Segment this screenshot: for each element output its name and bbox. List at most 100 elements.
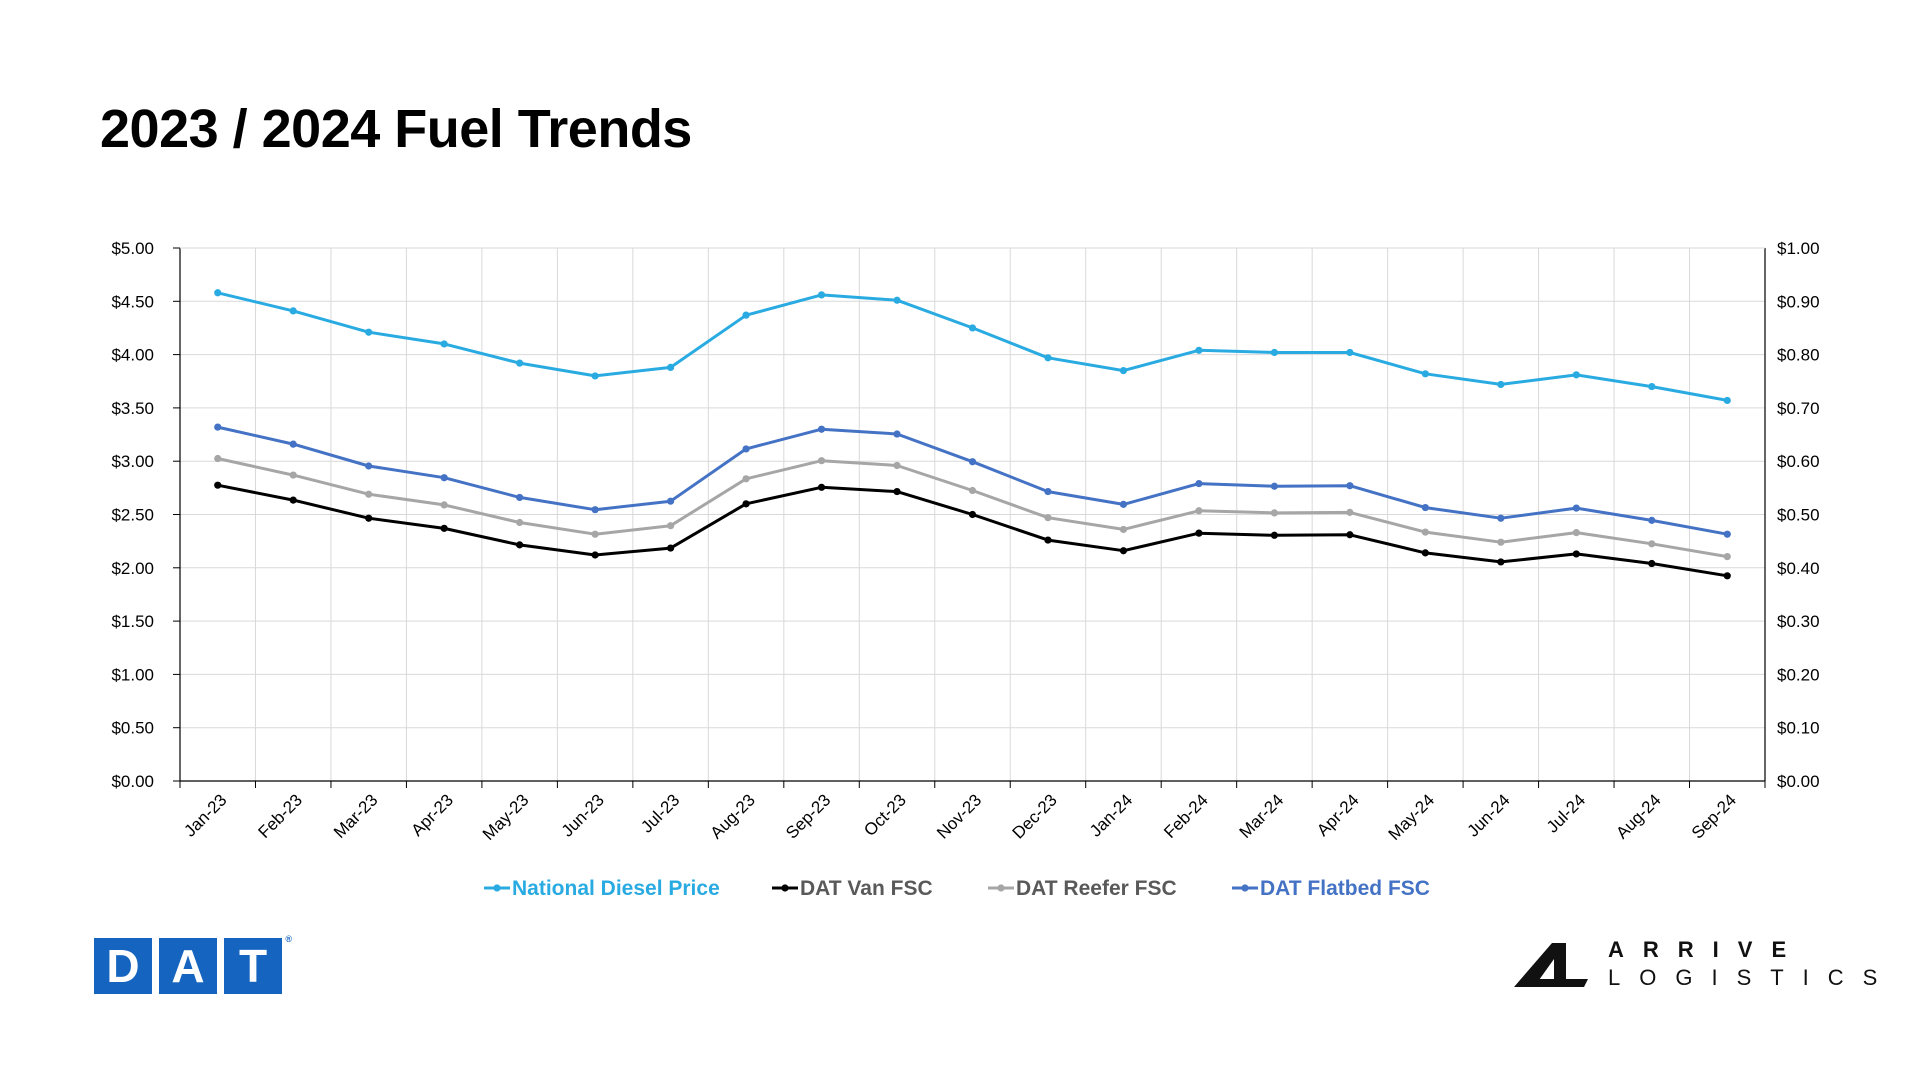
data-point <box>1270 348 1279 357</box>
dat-logo-letter-a: A <box>159 938 217 994</box>
y-right-tick-label: $1.00 <box>1777 239 1820 258</box>
data-point <box>742 311 750 319</box>
x-tick-label: Dec-23 <box>1009 790 1061 842</box>
data-point <box>968 510 977 519</box>
y-left-tick-label: $2.00 <box>111 559 154 578</box>
dat-logo-letter-d: D <box>94 938 152 994</box>
data-point <box>1723 396 1731 405</box>
registered-mark: ® <box>285 934 292 944</box>
data-point <box>817 425 826 433</box>
data-point <box>1648 540 1656 548</box>
y-right-tick-label: $0.50 <box>1777 506 1820 525</box>
y-left-tick-label: $2.50 <box>111 506 154 525</box>
data-point <box>817 483 826 491</box>
data-point <box>365 328 373 336</box>
x-tick-label: May-23 <box>479 790 533 844</box>
x-tick-label: Mar-24 <box>1236 790 1288 842</box>
data-point <box>1346 482 1354 490</box>
data-point <box>214 454 222 463</box>
data-point <box>742 445 750 453</box>
y-right-tick-label: $0.20 <box>1777 665 1820 684</box>
x-tick-label: Sep-23 <box>782 790 834 842</box>
data-point <box>440 474 448 482</box>
data-point <box>1119 500 1128 508</box>
data-point <box>591 551 599 559</box>
y-right-tick-label: $0.40 <box>1777 559 1820 578</box>
x-tick-label: Sep-24 <box>1688 790 1740 842</box>
data-point <box>1723 553 1731 561</box>
page-title: 2023 / 2024 Fuel Trends <box>100 99 692 159</box>
data-point <box>591 530 599 538</box>
x-tick-label: Jul-23 <box>637 790 683 836</box>
y-right-tick-label: $0.30 <box>1777 612 1820 631</box>
data-point <box>817 457 826 465</box>
data-point <box>440 524 448 532</box>
data-point <box>1119 547 1128 555</box>
x-tick-label: Jul-24 <box>1543 790 1589 836</box>
y-left-tick-label: $0.50 <box>111 719 154 738</box>
data-point <box>365 490 373 498</box>
x-tick-label: Nov-23 <box>933 790 985 842</box>
x-tick-label: Jan-23 <box>180 790 230 840</box>
data-point <box>289 471 297 479</box>
data-point <box>666 522 675 530</box>
data-point <box>214 289 222 297</box>
data-point <box>289 440 297 448</box>
legend-label: National Diesel Price <box>512 877 720 900</box>
data-point <box>893 487 901 496</box>
data-point <box>1270 509 1279 517</box>
data-point <box>1572 504 1580 512</box>
data-point <box>1195 346 1203 354</box>
data-point <box>666 497 675 505</box>
legend-swatch-marker <box>781 884 789 892</box>
x-tick-label: Feb-24 <box>1160 790 1212 842</box>
data-point <box>893 430 901 438</box>
data-point <box>968 458 977 466</box>
data-point <box>742 475 750 483</box>
data-point <box>1346 508 1354 516</box>
data-point <box>1119 525 1128 534</box>
data-point <box>516 493 524 502</box>
data-point <box>1270 531 1279 539</box>
data-point <box>1195 507 1203 515</box>
y-left-tick-label: $5.00 <box>111 239 154 258</box>
data-point <box>1421 370 1429 378</box>
data-point <box>1497 380 1505 389</box>
data-point <box>1195 479 1203 488</box>
dat-logo-letter-t-text: T <box>238 940 268 992</box>
legend-swatch-marker <box>493 884 501 892</box>
data-point <box>893 461 901 470</box>
data-point <box>1572 550 1580 558</box>
data-point <box>1497 538 1505 546</box>
data-point <box>214 481 222 489</box>
y-right-tick-label: $0.80 <box>1777 346 1820 365</box>
data-point <box>817 291 826 299</box>
data-point <box>742 500 750 508</box>
y-right-tick-label: $0.60 <box>1777 452 1820 471</box>
data-point <box>1497 514 1505 522</box>
data-point <box>1044 536 1052 544</box>
y-left-tick-label: $1.00 <box>111 665 154 684</box>
arrive-logo-line1: ARRIVE <box>1608 937 1806 962</box>
x-tick-label: Jan-24 <box>1086 790 1136 840</box>
y-right-tick-label: $0.10 <box>1777 719 1820 738</box>
data-point <box>666 363 675 371</box>
data-point <box>1572 529 1580 537</box>
data-point <box>591 372 599 380</box>
data-point <box>365 514 373 522</box>
data-point <box>1723 572 1731 580</box>
data-point <box>1572 371 1580 379</box>
y-right-tick-label: $0.90 <box>1777 292 1820 311</box>
y-right-tick-label: $0.00 <box>1777 772 1820 791</box>
x-tick-label: Mar-23 <box>330 790 382 842</box>
y-right-tick-label: $0.70 <box>1777 399 1820 418</box>
legend-label: DAT Reefer FSC <box>1016 877 1177 900</box>
x-tick-label: Apr-23 <box>407 790 457 840</box>
arrive-logistics-logo: ARRIVE LOGISTICS <box>1514 937 1877 997</box>
data-point <box>516 541 524 549</box>
data-point <box>1195 529 1203 537</box>
x-tick-label: Apr-24 <box>1313 790 1363 840</box>
x-tick-label: Oct-23 <box>860 790 910 840</box>
y-left-tick-label: $3.50 <box>111 399 154 418</box>
data-point <box>1044 514 1052 522</box>
